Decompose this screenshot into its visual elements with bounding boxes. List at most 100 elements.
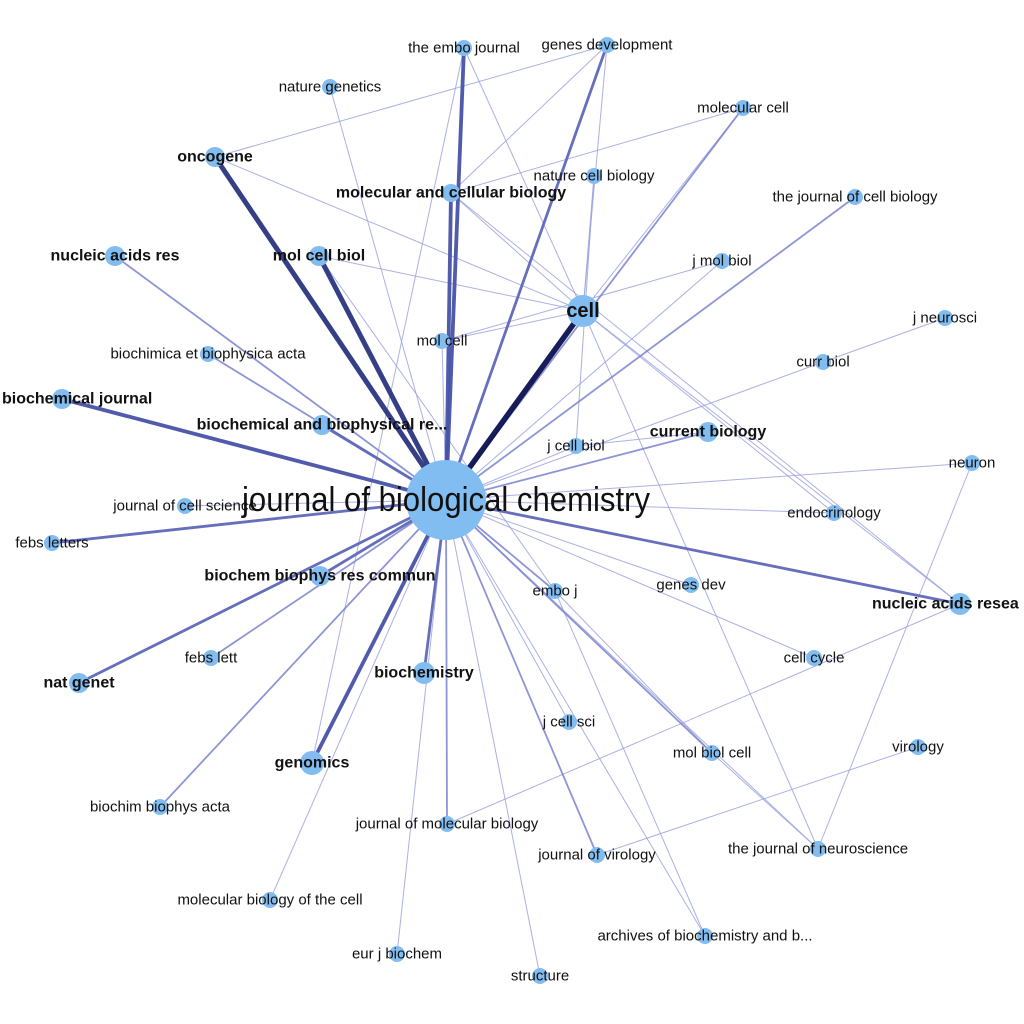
- node-nucleic-acids-res[interactable]: [105, 246, 125, 266]
- node-label-nar-full: nucleic acids resea: [872, 596, 1019, 613]
- edge-jbc-nature_genetics: [329, 86, 447, 501]
- edge-jbc-eur_j_biochem: [396, 499, 447, 955]
- edge-jbc-j_cell_sci: [445, 499, 570, 723]
- node-bba-abbr[interactable]: [152, 799, 168, 815]
- node-label-mbc-full: molecular biology of the cell: [177, 892, 362, 909]
- node-mcb-full[interactable]: [442, 184, 460, 202]
- edge-cell-embo_journal: [463, 47, 584, 312]
- edge-mol_cell_biol-embo_j: [318, 255, 556, 592]
- node-j-virology[interactable]: [589, 847, 605, 863]
- edge-jbc-j_virology: [445, 499, 598, 856]
- node-mol-cell[interactable]: [434, 333, 450, 349]
- node-j-cell-biol[interactable]: [568, 438, 584, 454]
- edge-cell-oncogene: [214, 156, 584, 312]
- node-label-cell-cycle: cell cycle: [784, 650, 845, 667]
- edge-genomics-embo_journal: [311, 47, 465, 764]
- edge-jbc-structure: [445, 499, 541, 977]
- node-bba-full[interactable]: [200, 346, 216, 362]
- node-j-mol-biol[interactable]: [714, 253, 730, 269]
- node-genes-dev[interactable]: [683, 577, 699, 593]
- edge-cell-endocrinology: [582, 310, 835, 514]
- node-label-j-neurosci: j neurosci: [912, 310, 977, 327]
- node-oncogene[interactable]: [205, 147, 225, 167]
- node-nar-full[interactable]: [949, 593, 971, 615]
- edge-jbc-j_cell_science: [184, 499, 447, 507]
- node-cell-cycle[interactable]: [806, 650, 822, 666]
- edge-mcb_full-nar_full: [450, 192, 961, 605]
- node-j-neurosci[interactable]: [937, 310, 953, 326]
- edge-jbc-neuron: [445, 462, 973, 501]
- node-cell[interactable]: [567, 295, 599, 327]
- node-virology[interactable]: [910, 739, 926, 755]
- node-label-neuron: neuron: [949, 455, 996, 472]
- edge-neuron-j_neuroscience: [817, 462, 973, 850]
- node-j-neuroscience[interactable]: [810, 841, 826, 857]
- edge-cell-mol_cell: [441, 310, 584, 342]
- node-label-endocrinology: endocrinology: [787, 505, 881, 522]
- edge-jbc-nat_genet: [78, 498, 447, 685]
- edge-genes_development-oncogene: [214, 44, 608, 158]
- node-archives[interactable]: [697, 928, 713, 944]
- node-bbrc-abbr[interactable]: [310, 566, 330, 586]
- node-label-j-cell-science: journal of cell science: [112, 498, 256, 515]
- node-genes-development[interactable]: [599, 37, 615, 53]
- node-febs-letters[interactable]: [44, 535, 60, 551]
- edge-jbc-mol_cell_biol: [316, 254, 449, 502]
- edge-jbc-bba_abbr: [159, 499, 447, 808]
- edge-jbc-febs_letters: [51, 498, 447, 545]
- node-label-mol-biol-cell: mol biol cell: [673, 745, 751, 762]
- node-label-j-mol-biol: j mol biol: [691, 253, 751, 270]
- edge-jbc-endocrinology: [445, 499, 835, 514]
- node-label-febs-lett: febs lett: [185, 650, 238, 667]
- node-label-structure: structure: [511, 968, 569, 985]
- node-label-febs-letters: febs letters: [15, 535, 88, 552]
- node-label-virology: virology: [892, 739, 944, 756]
- node-jmb-full[interactable]: [439, 816, 455, 832]
- node-nature-genetics[interactable]: [322, 79, 338, 95]
- node-label-j-cell-sci: j cell sci: [542, 714, 596, 731]
- node-current-biology[interactable]: [698, 422, 718, 442]
- edge-jbc-cell_cycle: [445, 499, 815, 659]
- node-eur-j-biochem[interactable]: [389, 946, 405, 962]
- node-label-jcb-full: the journal of cell biology: [772, 189, 938, 206]
- node-label-mcb-full: molecular and cellular biology: [336, 185, 566, 202]
- node-embo-journal[interactable]: [456, 40, 472, 56]
- node-biochemical-journal[interactable]: [52, 389, 72, 409]
- node-neuron[interactable]: [964, 455, 980, 471]
- node-mbc-full[interactable]: [262, 892, 278, 908]
- node-bbrc-full[interactable]: [312, 415, 332, 435]
- node-label-eur-j-biochem: eur j biochem: [352, 946, 442, 963]
- node-label-mol-cell: mol cell: [417, 333, 468, 350]
- node-curr-biol[interactable]: [815, 354, 831, 370]
- node-label-j-neuroscience: the journal of neuroscience: [728, 841, 908, 858]
- node-label-genes-dev: genes dev: [656, 577, 726, 594]
- node-febs-lett[interactable]: [203, 650, 219, 666]
- node-biochemistry[interactable]: [413, 662, 435, 684]
- edge-embo_j-mol_biol_cell: [554, 590, 713, 754]
- edge-jbc-nar_full: [445, 498, 961, 606]
- node-embo-j[interactable]: [547, 583, 563, 599]
- node-label-j-cell-biol: j cell biol: [546, 438, 605, 455]
- node-endocrinology[interactable]: [826, 505, 842, 521]
- node-genomics[interactable]: [300, 751, 324, 775]
- node-nat-genet[interactable]: [69, 673, 89, 693]
- node-label-biochemical-journal: biochemical journal: [2, 391, 152, 408]
- node-label-archives: archives of biochemistry and b...: [597, 928, 812, 945]
- edge-mol_biol_cell-j_neuroscience: [711, 752, 819, 850]
- node-molecular-cell[interactable]: [735, 100, 751, 116]
- edge-jbc-curr_biol: [445, 361, 824, 501]
- node-nature-cell-biology[interactable]: [586, 168, 602, 184]
- node-jcb-full[interactable]: [847, 189, 863, 205]
- edge-jbc-genes_dev: [445, 499, 692, 586]
- node-layer: [44, 37, 980, 984]
- node-structure[interactable]: [532, 968, 548, 984]
- node-jbc[interactable]: [406, 460, 486, 540]
- node-label-nat-genet: nat genet: [43, 675, 115, 692]
- node-label-bba-abbr: biochim biophys acta: [90, 799, 231, 816]
- node-j-cell-science[interactable]: [177, 498, 193, 514]
- node-mol-cell-biol[interactable]: [309, 246, 329, 266]
- edge-jbc-nucleic_acids_res: [114, 255, 447, 501]
- node-j-cell-sci[interactable]: [561, 714, 577, 730]
- edge-jbc-mbc_full: [269, 499, 447, 901]
- node-mol-biol-cell[interactable]: [704, 745, 720, 761]
